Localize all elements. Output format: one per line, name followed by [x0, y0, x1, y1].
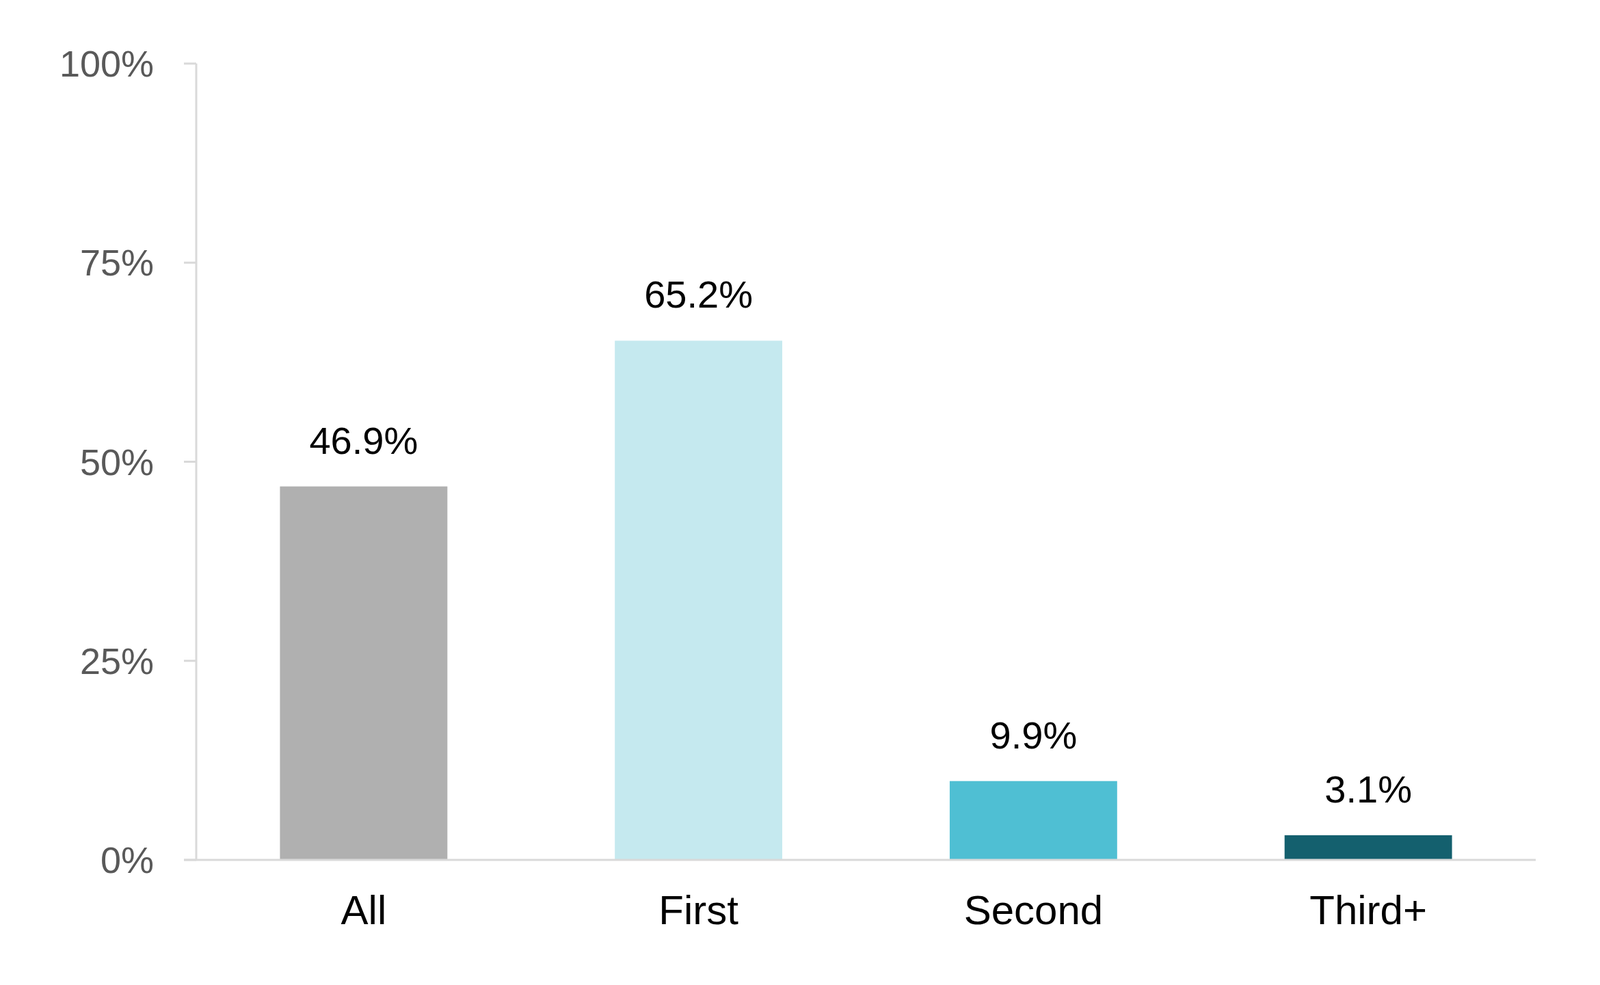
data-label: 9.9% [990, 713, 1078, 757]
y-tick [183, 460, 197, 463]
x-axis-line [183, 859, 1536, 862]
y-tick [183, 261, 197, 264]
y-tick [183, 659, 197, 662]
bar [279, 486, 448, 861]
bar [1284, 835, 1453, 861]
data-label: 65.2% [644, 272, 753, 316]
y-tick-label: 0% [100, 839, 154, 881]
x-tick-label: All [341, 887, 388, 934]
chart-container: 0% 25% 50% 75% 100% All First Second Third+ 46.9%… [0, 0, 1600, 985]
y-tick-label: 25% [80, 640, 154, 682]
data-label: 46.9% [309, 419, 418, 463]
y-tick-label: 50% [80, 441, 154, 483]
y-tick [183, 62, 197, 65]
bar [949, 781, 1118, 861]
x-tick-label: First [658, 887, 739, 934]
data-label: 3.1% [1324, 767, 1412, 811]
bars [279, 340, 1452, 861]
x-tick-label: Second [964, 887, 1104, 934]
y-tick-label: 75% [80, 242, 154, 284]
x-tick-label: Third+ [1309, 887, 1428, 934]
y-tick-label: 100% [59, 43, 154, 85]
bar [614, 340, 783, 861]
chart-svg: 0% 25% 50% 75% 100% All First Second Third+ 46.9%… [0, 0, 1600, 985]
